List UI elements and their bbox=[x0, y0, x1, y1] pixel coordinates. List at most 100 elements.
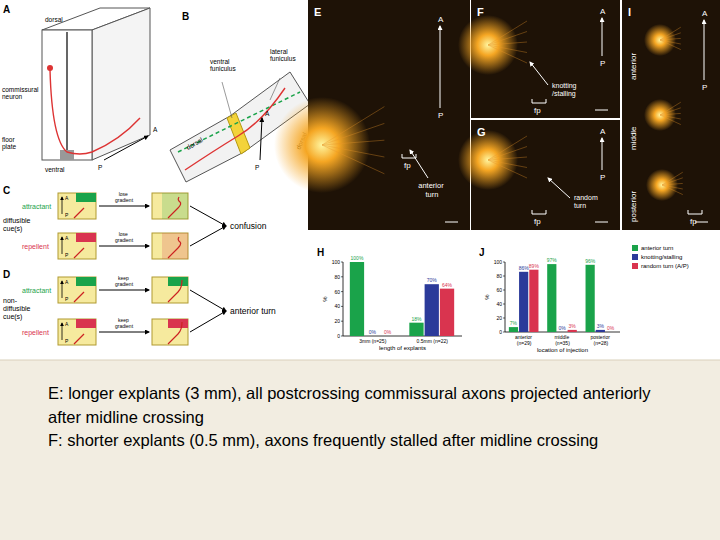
y-tick-label: 40 bbox=[496, 301, 502, 307]
neuron-body bbox=[47, 65, 53, 71]
caption-border bbox=[0, 360, 720, 361]
outcome-arrow bbox=[190, 290, 226, 311]
ap-arrow bbox=[440, 26, 441, 108]
ap-arrow bbox=[602, 138, 603, 170]
fp-bracket bbox=[532, 210, 546, 214]
label: P bbox=[600, 173, 605, 182]
y-tick-label: 80 bbox=[496, 273, 502, 279]
y-tick bbox=[503, 290, 505, 291]
label-line: plate bbox=[2, 143, 16, 151]
caption-line: E: longer explants (3 mm), all postcross… bbox=[48, 384, 651, 402]
panel-label: D bbox=[3, 269, 10, 280]
cue-gradient bbox=[168, 319, 188, 328]
data-label: 0% bbox=[369, 329, 377, 335]
label: P bbox=[438, 111, 443, 120]
axon-path bbox=[168, 237, 181, 258]
axon-path bbox=[168, 280, 182, 302]
bar bbox=[586, 265, 595, 332]
legend-label: random turn (A/P) bbox=[641, 263, 689, 269]
cue-type: attractant bbox=[22, 203, 51, 210]
label-line: ventral bbox=[210, 58, 231, 65]
axon-path bbox=[168, 322, 182, 344]
label-line: lateral bbox=[270, 48, 290, 55]
label: posterior bbox=[629, 191, 638, 222]
data-label: 0% bbox=[607, 325, 615, 331]
axon-fiber bbox=[322, 145, 384, 157]
label-line: (n=35) bbox=[555, 340, 570, 346]
outcome: anterior turn bbox=[230, 306, 276, 316]
leader bbox=[270, 78, 280, 100]
panel-d: Dnon-diffusiblecue(s)attractantAPkeep gr… bbox=[3, 269, 276, 345]
outcome-arrow bbox=[190, 206, 226, 226]
y-tick-label: 60 bbox=[334, 289, 340, 295]
data-label: 0% bbox=[384, 329, 392, 335]
caption-band bbox=[0, 360, 720, 540]
label-line: funiculus bbox=[210, 65, 236, 72]
data-label: 0% bbox=[558, 325, 566, 331]
schematic-box bbox=[152, 193, 188, 219]
label-line: floor bbox=[2, 136, 16, 143]
midline bbox=[66, 32, 67, 158]
ap-arrow bbox=[704, 20, 705, 80]
legend-swatch bbox=[632, 245, 638, 251]
data-label: 70% bbox=[427, 277, 438, 283]
axon-fiber bbox=[660, 40, 681, 44]
y-tick bbox=[503, 262, 505, 263]
label-line: knotting bbox=[552, 82, 578, 90]
schematic-box bbox=[58, 277, 96, 303]
axon-fiber bbox=[488, 160, 527, 168]
legend-label: anterior turn bbox=[641, 245, 673, 251]
label: P bbox=[600, 59, 605, 68]
label-line: gradient bbox=[115, 197, 134, 203]
data-label: 3% bbox=[569, 323, 577, 329]
axis-letter: A bbox=[65, 195, 69, 201]
note: keep gradient bbox=[115, 275, 134, 287]
panel-label: F bbox=[477, 6, 484, 18]
axon-fiber bbox=[322, 140, 384, 145]
panel-label: C bbox=[3, 185, 10, 196]
y-tick-label: 80 bbox=[334, 274, 340, 280]
step-arrow bbox=[99, 246, 149, 247]
scale-bar bbox=[695, 222, 708, 223]
data-label: 18% bbox=[411, 316, 422, 322]
block-front bbox=[42, 30, 92, 160]
ap-arrow bbox=[62, 323, 63, 340]
label: A bbox=[438, 15, 444, 24]
legend-swatch bbox=[632, 263, 638, 269]
outcome: confusion bbox=[230, 221, 267, 231]
schematic-box bbox=[58, 319, 96, 345]
axis-letter: A bbox=[65, 279, 69, 285]
axon-fiber bbox=[488, 147, 527, 161]
note: lose gradient bbox=[115, 191, 134, 203]
caption-line: F: shorter explants (0.5 mm), axons freq… bbox=[48, 431, 598, 449]
cue-type: attractant bbox=[22, 287, 51, 294]
axon-fiber bbox=[660, 102, 681, 115]
outcome-arrow bbox=[190, 226, 226, 246]
axon-path bbox=[168, 197, 181, 218]
cue-gradient bbox=[76, 233, 96, 242]
label: middle bbox=[629, 126, 638, 150]
bar bbox=[519, 272, 528, 332]
x-tick-label: middle (n=35) bbox=[554, 334, 570, 346]
label: dorsal bbox=[185, 136, 204, 151]
bar bbox=[350, 262, 364, 336]
bar bbox=[365, 336, 379, 337]
data-label: 100% bbox=[351, 255, 364, 261]
step-arrow bbox=[99, 206, 149, 207]
axon-fiber bbox=[322, 123, 384, 145]
axon-fiber bbox=[662, 178, 683, 185]
axis-letter: A bbox=[65, 235, 69, 241]
label-line: gradient bbox=[115, 323, 134, 329]
label: fp bbox=[404, 161, 411, 170]
panel-c: Cdiffusiblecue(s)attractantAPlose gradie… bbox=[3, 185, 267, 259]
scale-bar bbox=[595, 222, 608, 223]
axon-fiber bbox=[488, 21, 527, 45]
bar bbox=[547, 264, 556, 332]
bar bbox=[425, 284, 439, 336]
y-tick-label: 60 bbox=[496, 287, 502, 293]
panel-a: Adorsalcommissural neuronfloor platevent… bbox=[2, 4, 158, 173]
bars bbox=[509, 264, 605, 332]
axon-fiber bbox=[662, 172, 683, 185]
label-line: funiculus bbox=[270, 55, 296, 62]
axis-letter: P bbox=[65, 338, 69, 344]
